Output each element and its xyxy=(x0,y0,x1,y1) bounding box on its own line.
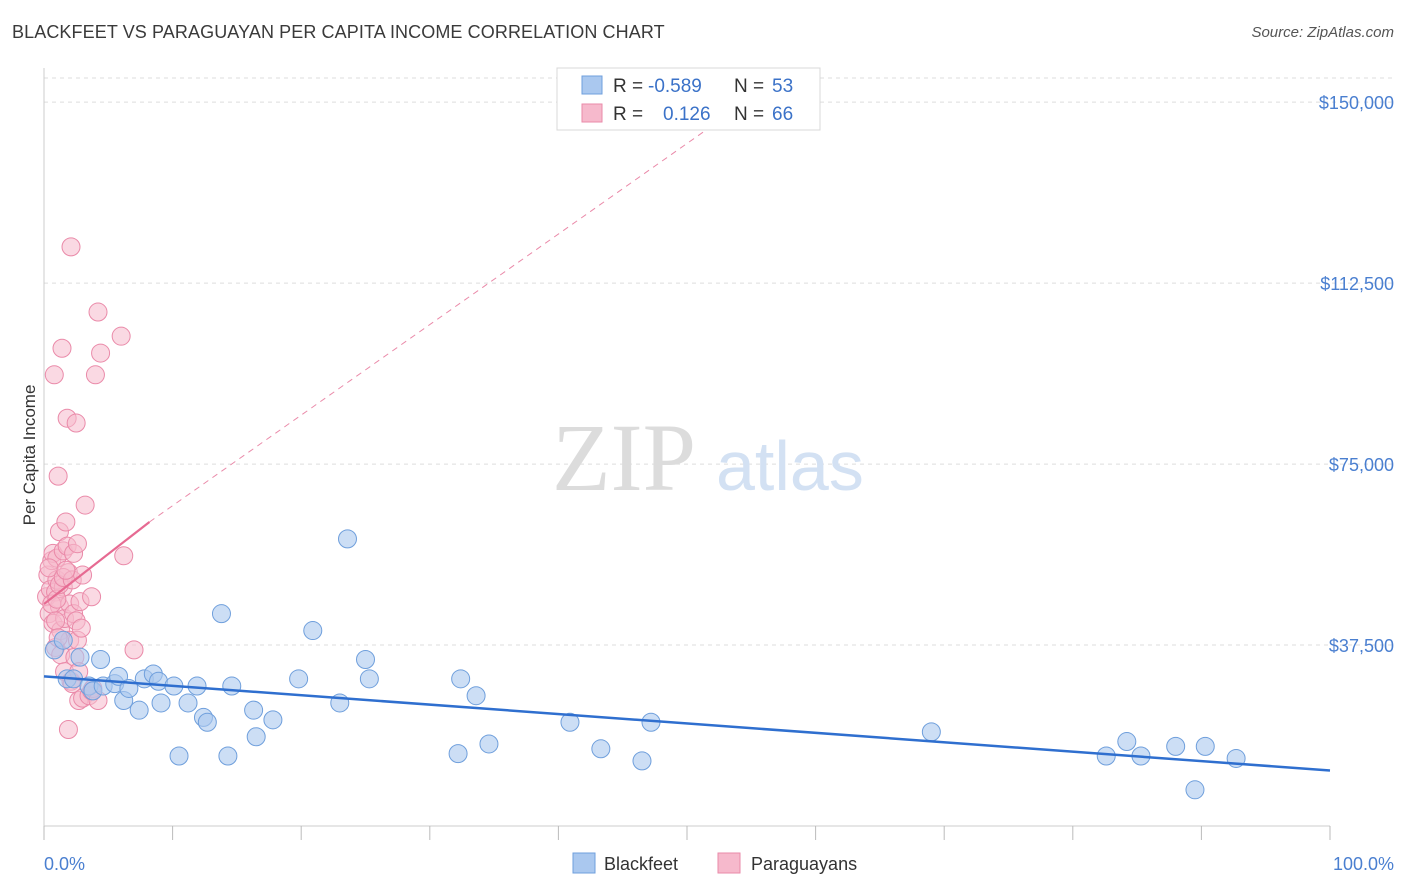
bottom-legend-swatch-blackfeet xyxy=(572,852,596,874)
legend: R = -0.589 N = 53 R = 0.126 N = 66 xyxy=(556,67,821,131)
paraguayans-point xyxy=(61,237,81,257)
blackfeet-point xyxy=(246,727,266,747)
blackfeet-point xyxy=(129,700,149,720)
blackfeet-point xyxy=(337,529,357,549)
blackfeet-point xyxy=(1185,780,1205,800)
blackfeet-point xyxy=(218,746,238,766)
paraguayans-point xyxy=(85,365,105,385)
watermark-zip: ZIP xyxy=(552,404,696,511)
y-tick-label: $112,500 xyxy=(1320,274,1394,294)
paraguayans-point xyxy=(82,587,102,607)
legend-swatch-paraguayans xyxy=(581,103,603,123)
bottom-legend-label-paraguayans: Paraguayans xyxy=(751,854,857,874)
y-tick-labels: $37,500 $75,000 $112,500 $150,000 xyxy=(1319,93,1394,656)
blackfeet-point xyxy=(466,686,486,706)
paraguayans-point xyxy=(124,640,144,660)
paraguayans-point xyxy=(44,365,64,385)
gridlines xyxy=(44,77,1394,646)
legend-n-label-1: N = xyxy=(734,76,764,97)
legend-r-label-2: R = xyxy=(613,104,643,125)
blackfeet-point xyxy=(479,734,499,754)
paraguayans-point xyxy=(52,338,72,358)
legend-n-value-2: 66 xyxy=(772,104,793,125)
paraguayans-point xyxy=(111,326,131,346)
blackfeet-point xyxy=(91,650,111,670)
blackfeet-point xyxy=(1096,746,1116,766)
paraguayans-point xyxy=(46,611,66,631)
blackfeet-point xyxy=(921,722,941,742)
blackfeet-point xyxy=(451,669,471,689)
blackfeet-point xyxy=(151,693,171,713)
blackfeet-point xyxy=(211,604,231,624)
blackfeet-point xyxy=(303,621,323,641)
blackfeet-point xyxy=(591,739,611,759)
blackfeet-trend-line xyxy=(43,675,1331,772)
blackfeet-point xyxy=(1117,732,1137,752)
blackfeet-point xyxy=(244,700,264,720)
x-tick-label-max: 100.0% xyxy=(1333,854,1394,874)
blackfeet-point xyxy=(1166,736,1186,756)
paraguayans-point xyxy=(114,546,134,566)
blackfeet-point xyxy=(263,710,283,730)
legend-swatch-blackfeet xyxy=(581,75,603,95)
bottom-legend-label-blackfeet: Blackfeet xyxy=(604,854,678,874)
paraguayans-point xyxy=(66,413,86,433)
legend-r-value-2: 0.126 xyxy=(663,104,711,125)
blackfeet-point xyxy=(1195,736,1215,756)
y-tick-label: $37,500 xyxy=(1329,636,1394,656)
blackfeet-point xyxy=(448,744,468,764)
blackfeet-point xyxy=(70,647,90,667)
bottom-legend-swatch-paraguayans xyxy=(717,852,741,874)
legend-r-label-1: R = xyxy=(613,76,643,97)
y-tick-label: $150,000 xyxy=(1319,93,1394,113)
legend-n-value-1: 53 xyxy=(772,76,793,97)
blackfeet-point xyxy=(356,650,375,670)
paraguayans-point xyxy=(75,495,95,515)
legend-r-value-1: -0.589 xyxy=(648,76,702,97)
paraguayans-point xyxy=(91,343,111,363)
paraguayans-point xyxy=(88,302,108,322)
blackfeet-point xyxy=(359,669,379,689)
watermark-atlas: atlas xyxy=(716,427,864,505)
blackfeet-point xyxy=(178,693,198,713)
paraguayans-point xyxy=(71,618,91,638)
source-label: Source: ZipAtlas.com xyxy=(1251,24,1394,41)
y-tick-label: $75,000 xyxy=(1329,455,1394,475)
paraguayans-point xyxy=(56,560,76,580)
paraguayans-point xyxy=(48,466,68,486)
blackfeet-points xyxy=(43,521,1331,800)
blackfeet-point xyxy=(289,669,309,689)
paraguayans-trend-line xyxy=(43,521,151,605)
blackfeet-point xyxy=(222,676,242,696)
chart-title: BLACKFEET VS PARAGUAYAN PER CAPITA INCOM… xyxy=(12,22,665,42)
y-axis-label: Per Capita Income xyxy=(20,385,39,526)
blackfeet-point xyxy=(169,746,189,766)
blackfeet-point xyxy=(560,712,580,732)
blackfeet-point xyxy=(197,712,217,732)
legend-n-label-2: N = xyxy=(734,104,764,125)
x-tick-label-min: 0.0% xyxy=(44,854,85,874)
paraguayans-point xyxy=(67,534,87,554)
watermark: ZIP atlas xyxy=(552,404,864,511)
paraguayans-points xyxy=(37,237,144,739)
x-ticks xyxy=(43,826,1331,840)
blackfeet-point xyxy=(53,630,73,650)
paraguayans-point xyxy=(58,719,78,739)
paraguayans-point xyxy=(56,512,76,532)
paraguayans-trend-extension xyxy=(149,111,733,523)
trend-lines xyxy=(149,111,733,523)
blackfeet-point xyxy=(632,751,652,771)
bottom-legend: Blackfeet Paraguayans xyxy=(572,852,857,874)
